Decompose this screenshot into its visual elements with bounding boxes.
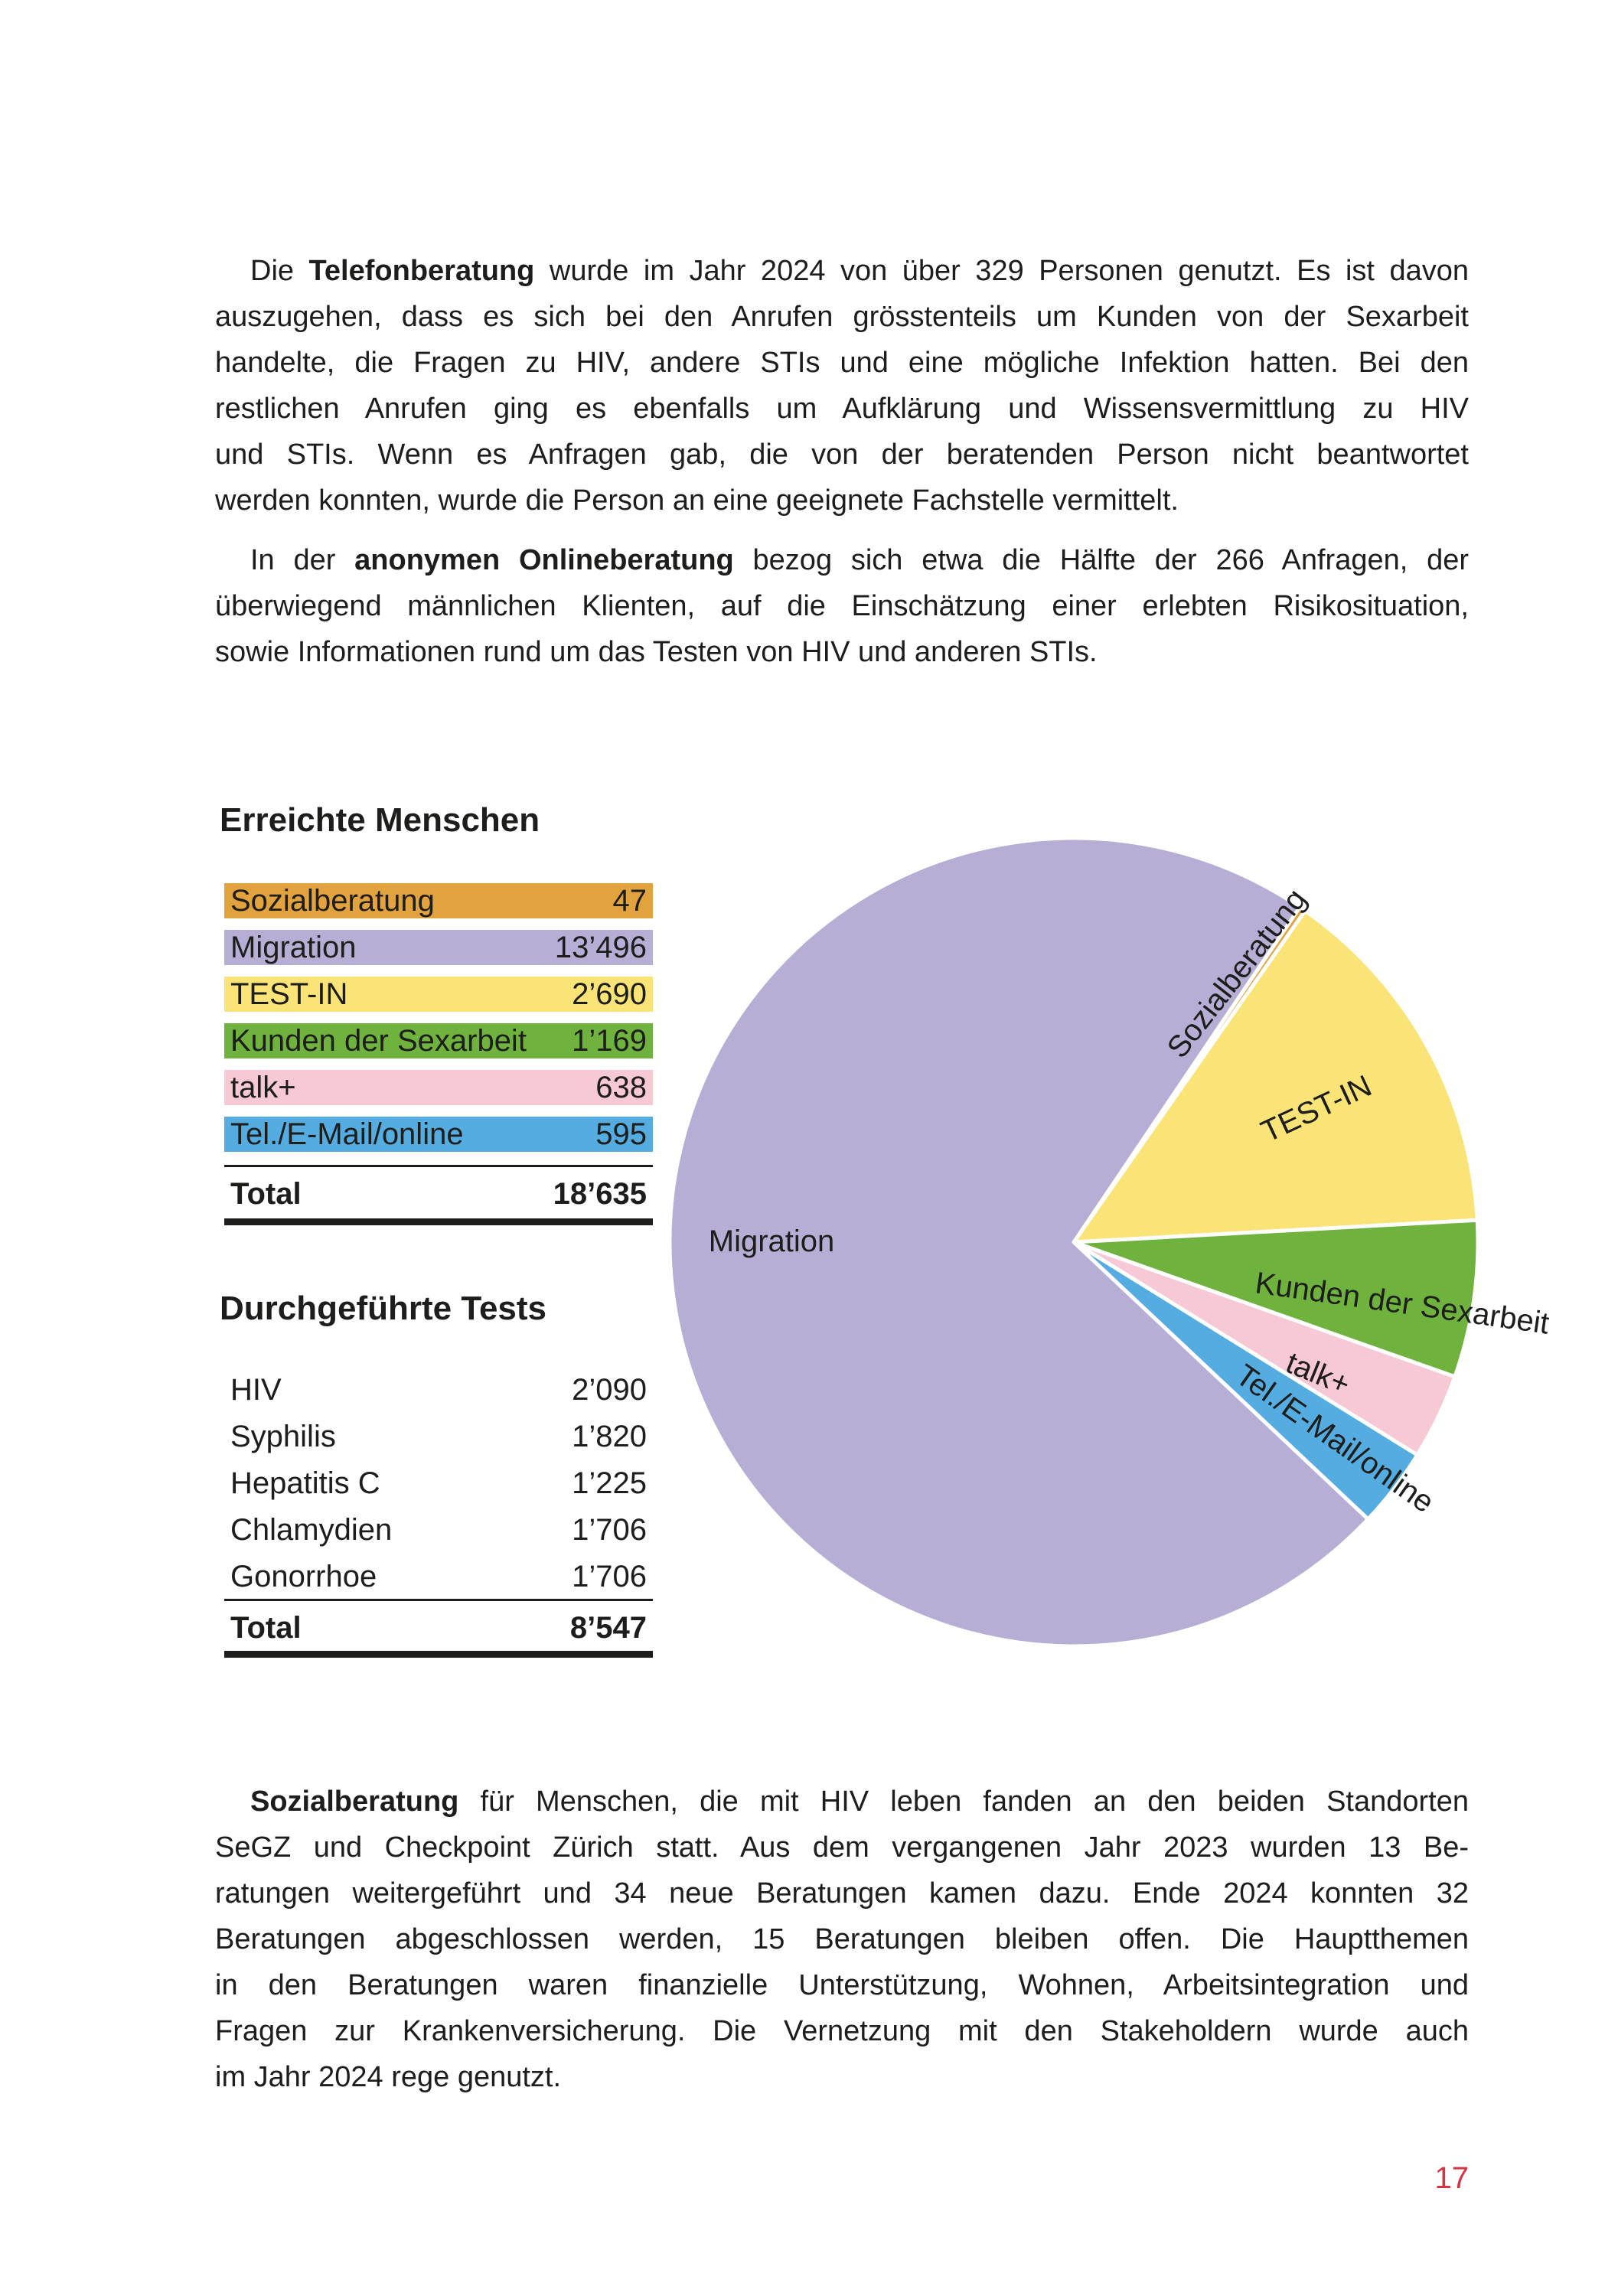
- row-label: Sozialberatung: [230, 884, 435, 918]
- paragraph-onlineberatung: In der anonymen Onlineberatung bezog sic…: [215, 537, 1469, 675]
- reach-table-row: TEST-IN 2’690: [224, 977, 653, 1012]
- reach-table-title: Erreichte Menschen: [220, 801, 540, 839]
- text-line: werden konnten, wurde die Person an eine…: [215, 478, 1469, 523]
- text-line: Die Telefonberatung wurde im Jahr 2024 v…: [215, 248, 1469, 294]
- reach-table-rule-thin: [224, 1165, 653, 1167]
- tests-total-value: 8’547: [569, 1611, 647, 1645]
- body-text: Die: [250, 255, 309, 287]
- tests-table-rows: HIV 2’090 Syphilis 1’820 Hepatitis C 1’225 Chl…: [224, 1372, 653, 1606]
- paragraph-telefonberatung: Die Telefonberatung wurde im Jahr 2024 v…: [215, 248, 1469, 523]
- reach-table-rule-thick: [224, 1218, 653, 1225]
- pie-slice-migration: [667, 836, 1370, 1649]
- row-label: Tel./E-Mail/online: [230, 1117, 464, 1151]
- text-line: und STIs. Wenn es Anfragen gab, die von …: [215, 432, 1469, 478]
- body-text: handelte, die Fragen zu HIV, andere STIs…: [215, 347, 1469, 379]
- tests-table-row: Gonorrhoe 1’706: [224, 1559, 653, 1594]
- tests-table-rule-thick: [224, 1651, 653, 1658]
- body-text: Fragen zur Krankenversicherung. Die Vern…: [215, 2015, 1469, 2047]
- row-value: 2’690: [572, 977, 647, 1011]
- row-value: 13’496: [554, 931, 647, 964]
- row-value: 1’169: [572, 1024, 647, 1058]
- body-text: SeGZ und Checkpoint Zürich statt. Aus de…: [215, 1831, 1469, 1864]
- body-text: und STIs. Wenn es Anfragen gab, die von …: [215, 439, 1469, 471]
- row-label: HIV: [230, 1373, 282, 1407]
- body-text: werden konnten, wurde die Person an eine…: [215, 484, 1179, 517]
- row-label: talk+: [230, 1071, 296, 1104]
- reach-table-total-row: Total 18’635: [224, 1176, 653, 1212]
- tests-table-rule-thin: [224, 1599, 653, 1601]
- row-label: Migration: [230, 931, 357, 964]
- text-line: Beratungen abgeschlossen werden, 15 Bera…: [215, 1916, 1469, 1962]
- body-text: sowie Informationen rund um das Testen v…: [215, 636, 1098, 668]
- body-text: bezog sich etwa die Hälfte der 266 Anfra…: [733, 544, 1469, 576]
- body-text: im Jahr 2024 rege genutzt.: [215, 2061, 562, 2093]
- reach-total-value: 18’635: [553, 1177, 647, 1211]
- text-line: SeGZ und Checkpoint Zürich statt. Aus de…: [215, 1825, 1469, 1870]
- row-value: 1’225: [572, 1466, 647, 1500]
- text-line: In der anonymen Onlineberatung bezog sic…: [215, 537, 1469, 583]
- body-text: auszugehen, dass es sich bei den Anrufen…: [215, 301, 1469, 333]
- bold-text: anonymen Onlineberatung: [354, 544, 734, 576]
- body-text: ratungen weitergeführt und 34 neue Berat…: [215, 1877, 1469, 1910]
- body-text: für Menschen, die mit HIV leben fanden a…: [458, 1786, 1469, 1818]
- row-label: TEST-IN: [230, 977, 348, 1011]
- reach-table-row: Kunden der Sexarbeit 1’169: [224, 1023, 653, 1058]
- body-text: überwiegend männlichen Klienten, auf die…: [215, 590, 1469, 622]
- tests-table-total-row: Total 8’547: [224, 1610, 653, 1645]
- text-line: im Jahr 2024 rege genutzt.: [215, 2054, 1469, 2100]
- page-number: 17: [1434, 2161, 1470, 2195]
- text-line: Fragen zur Krankenversicherung. Die Vern…: [215, 2008, 1469, 2054]
- text-line: handelte, die Fragen zu HIV, andere STIs…: [215, 340, 1469, 386]
- row-label: Chlamydien: [230, 1513, 393, 1547]
- text-line: Sozialberatung für Menschen, die mit HIV…: [215, 1779, 1469, 1825]
- row-value: 1’820: [572, 1420, 647, 1453]
- text-line: ratungen weitergeführt und 34 neue Berat…: [215, 1870, 1469, 1916]
- row-value: 638: [595, 1071, 647, 1104]
- text-line: überwiegend männlichen Klienten, auf die…: [215, 583, 1469, 629]
- text-line: restlichen Anrufen ging es ebenfalls um …: [215, 386, 1469, 432]
- tests-table-row: Hepatitis C 1’225: [224, 1466, 653, 1501]
- reach-table-rows: Sozialberatung 47 Migration 13’496 TEST-IN 2’…: [224, 883, 653, 1163]
- tests-total-label: Total: [230, 1611, 302, 1645]
- body-text: Beratungen abgeschlossen werden, 15 Bera…: [215, 1923, 1469, 1955]
- tests-table-row: HIV 2’090: [224, 1372, 653, 1407]
- text-line: auszugehen, dass es sich bei den Anrufen…: [215, 294, 1469, 340]
- tests-table-row: Syphilis 1’820: [224, 1419, 653, 1454]
- bold-text: Sozialberatung: [250, 1786, 459, 1818]
- row-label: Gonorrhoe: [230, 1560, 377, 1593]
- row-value: 2’090: [572, 1373, 647, 1407]
- row-value: 1’706: [572, 1513, 647, 1547]
- paragraph-sozialberatung: Sozialberatung für Menschen, die mit HIV…: [215, 1779, 1469, 2100]
- row-label: Hepatitis C: [230, 1466, 380, 1500]
- reach-table-row: Tel./E-Mail/online 595: [224, 1117, 653, 1152]
- pie-label-migration: Migration: [709, 1225, 835, 1258]
- body-text: wurde im Jahr 2024 von über 329 Personen…: [534, 255, 1469, 287]
- bold-text: Telefonberatung: [308, 255, 535, 287]
- text-line: in den Beratungen waren finanzielle Unte…: [215, 1962, 1469, 2008]
- row-label: Kunden der Sexarbeit: [230, 1024, 527, 1058]
- reach-table-row: Sozialberatung 47: [224, 883, 653, 918]
- row-label: Syphilis: [230, 1420, 336, 1453]
- text-line: sowie Informationen rund um das Testen v…: [215, 629, 1469, 675]
- reach-table-row: talk+ 638: [224, 1070, 653, 1105]
- tests-table-title: Durchgeführte Tests: [220, 1290, 547, 1327]
- reach-table-row: Migration 13’496: [224, 930, 653, 965]
- pie-slice-kunden-der-sexarbeit: [1072, 1218, 1480, 1379]
- pie-slice-test-in: [1072, 908, 1479, 1244]
- row-value: 595: [595, 1117, 647, 1151]
- row-value: 47: [612, 884, 648, 918]
- reach-total-label: Total: [230, 1177, 302, 1211]
- tests-table-row: Chlamydien 1’706: [224, 1512, 653, 1548]
- row-value: 1’706: [572, 1560, 647, 1593]
- body-text: restlichen Anrufen ging es ebenfalls um …: [215, 393, 1469, 425]
- body-text: in den Beratungen waren finanzielle Unte…: [215, 1969, 1469, 2001]
- body-text: In der: [250, 544, 355, 576]
